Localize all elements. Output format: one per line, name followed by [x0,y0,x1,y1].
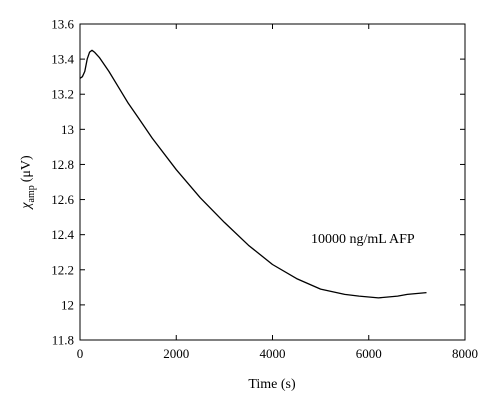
plot-area [79,23,466,341]
y-axis-title-symbol: χ [19,202,34,211]
y-tick-label: 12.6 [51,192,74,207]
x-axis: 0 2000 4000 6000 8000 [77,24,478,361]
y-axis-title-unit: (μV) [19,155,34,182]
y-tick-label: 13 [61,122,74,137]
y-axis: 11.8 12 12.2 12.4 12.6 12.8 13 13.2 13.4 13.6 [51,17,465,348]
x-axis-title: Time (s) [248,377,296,392]
y-tick-label: 13.6 [51,17,74,32]
y-tick-label: 12 [61,297,74,312]
y-tick-label: 12.4 [51,227,74,242]
y-tick-label: 12.8 [51,157,74,172]
annotation-label: 10000 ng/mL AFP [311,232,415,247]
plot-frame [79,23,466,341]
x-tick-label: 6000 [356,346,382,361]
series-line [79,49,427,299]
x-tick-label: 0 [77,346,84,361]
x-tick-label: 2000 [163,346,189,361]
y-tick-label: 11.8 [52,333,74,348]
y-tick-label: 13.2 [51,87,74,102]
y-tick-label: 12.2 [51,262,74,277]
y-axis-title: χamp (μV) [19,155,37,211]
y-axis-title-subscript: amp [26,185,37,202]
x-tick-label: 4000 [260,346,286,361]
x-tick-label: 8000 [452,346,478,361]
series-layer [79,49,427,299]
y-tick-label: 13.4 [51,52,74,67]
